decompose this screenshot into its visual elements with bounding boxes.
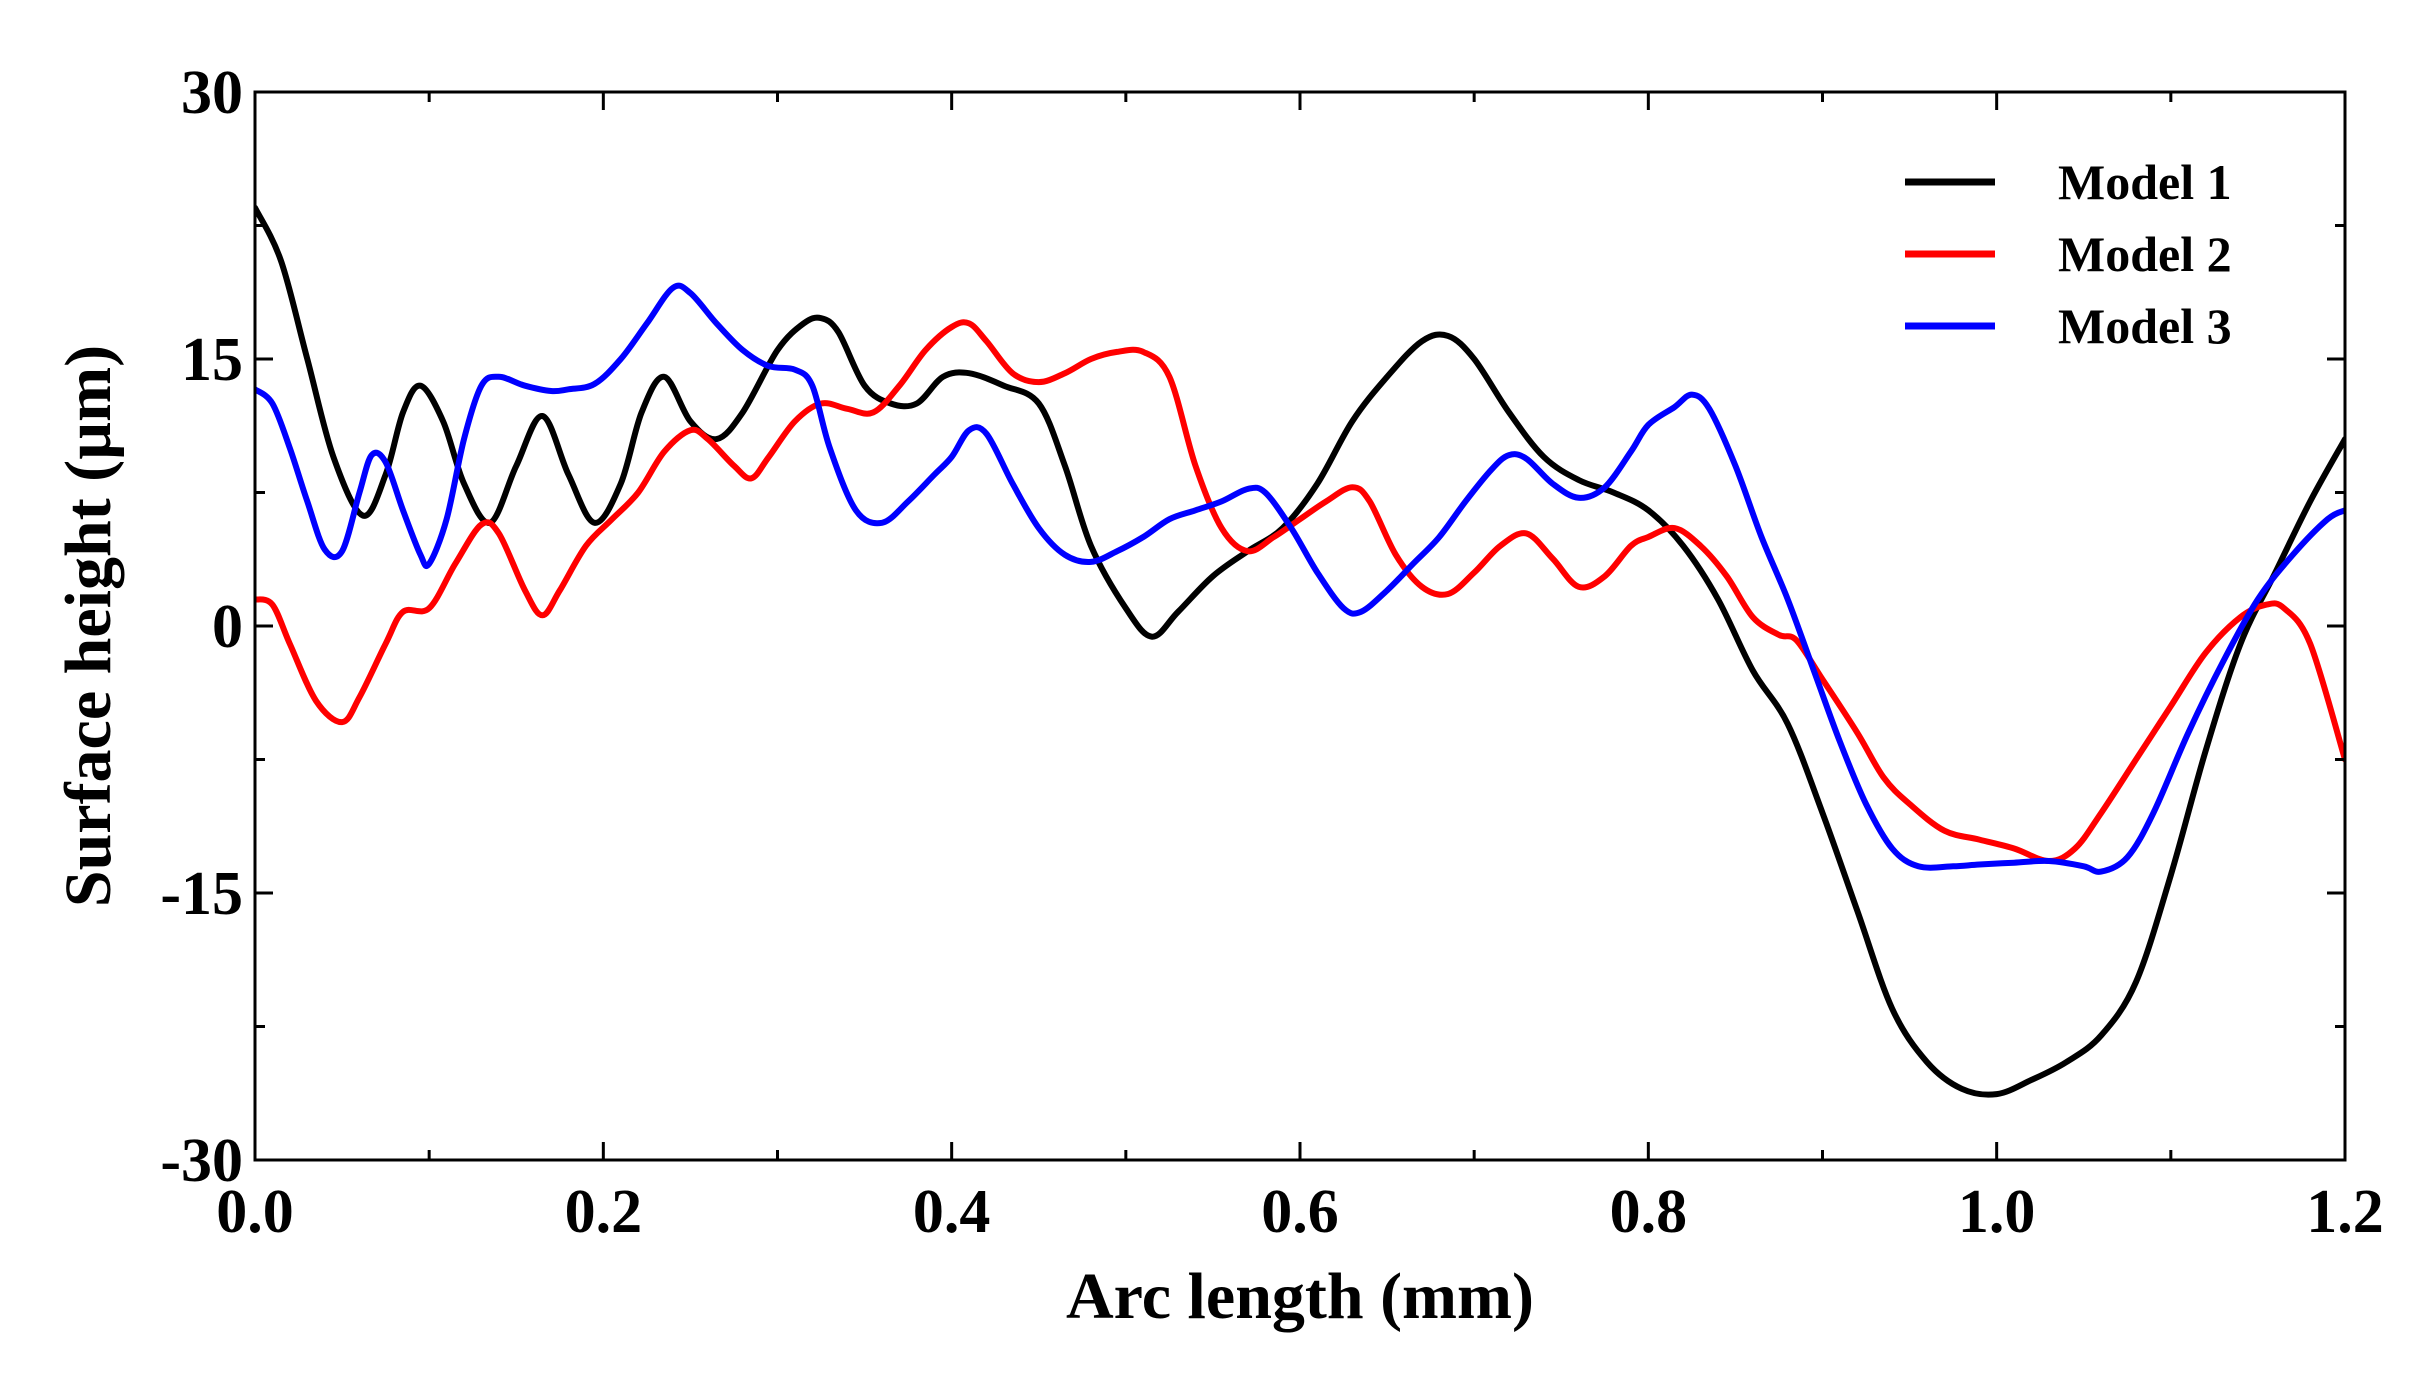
plot-frame bbox=[253, 90, 2347, 1162]
x-tick-label: 0.4 bbox=[913, 1178, 991, 1246]
series-line-model-3 bbox=[255, 282, 2345, 875]
axes: 0.0 0.2 0.4 0.6 0.8 1.0 1.2 -30 -15 0 15 30 bbox=[160, 59, 2383, 1246]
legend: Model 1 Model 2 Model 3 bbox=[1905, 154, 2232, 354]
y-tick-label: 30 bbox=[181, 59, 243, 127]
legend-label: Model 3 bbox=[2058, 298, 2232, 354]
y-tick-label: 0 bbox=[212, 593, 243, 661]
y-tick-label: -15 bbox=[160, 860, 243, 928]
x-tick-label: 0.2 bbox=[565, 1178, 643, 1246]
x-tick-label: 1.0 bbox=[1958, 1178, 2036, 1246]
x-tick-label: 1.2 bbox=[2306, 1178, 2384, 1246]
y-tick-label: -30 bbox=[160, 1127, 243, 1195]
x-tick-label: 0.0 bbox=[216, 1178, 294, 1246]
series-line-model-2 bbox=[255, 319, 2345, 864]
legend-label: Model 1 bbox=[2058, 154, 2232, 210]
series-line-model-1 bbox=[255, 204, 2345, 1098]
y-axis-title: Surface height (µm) bbox=[52, 345, 125, 907]
x-axis-title: Arc length (mm) bbox=[1066, 1260, 1534, 1333]
x-tick-label: 0.8 bbox=[1610, 1178, 1688, 1246]
plot-area bbox=[255, 204, 2345, 1098]
legend-label: Model 2 bbox=[2058, 226, 2232, 282]
x-tick-label: 0.6 bbox=[1261, 1178, 1339, 1246]
y-tick-label: 15 bbox=[181, 326, 243, 394]
